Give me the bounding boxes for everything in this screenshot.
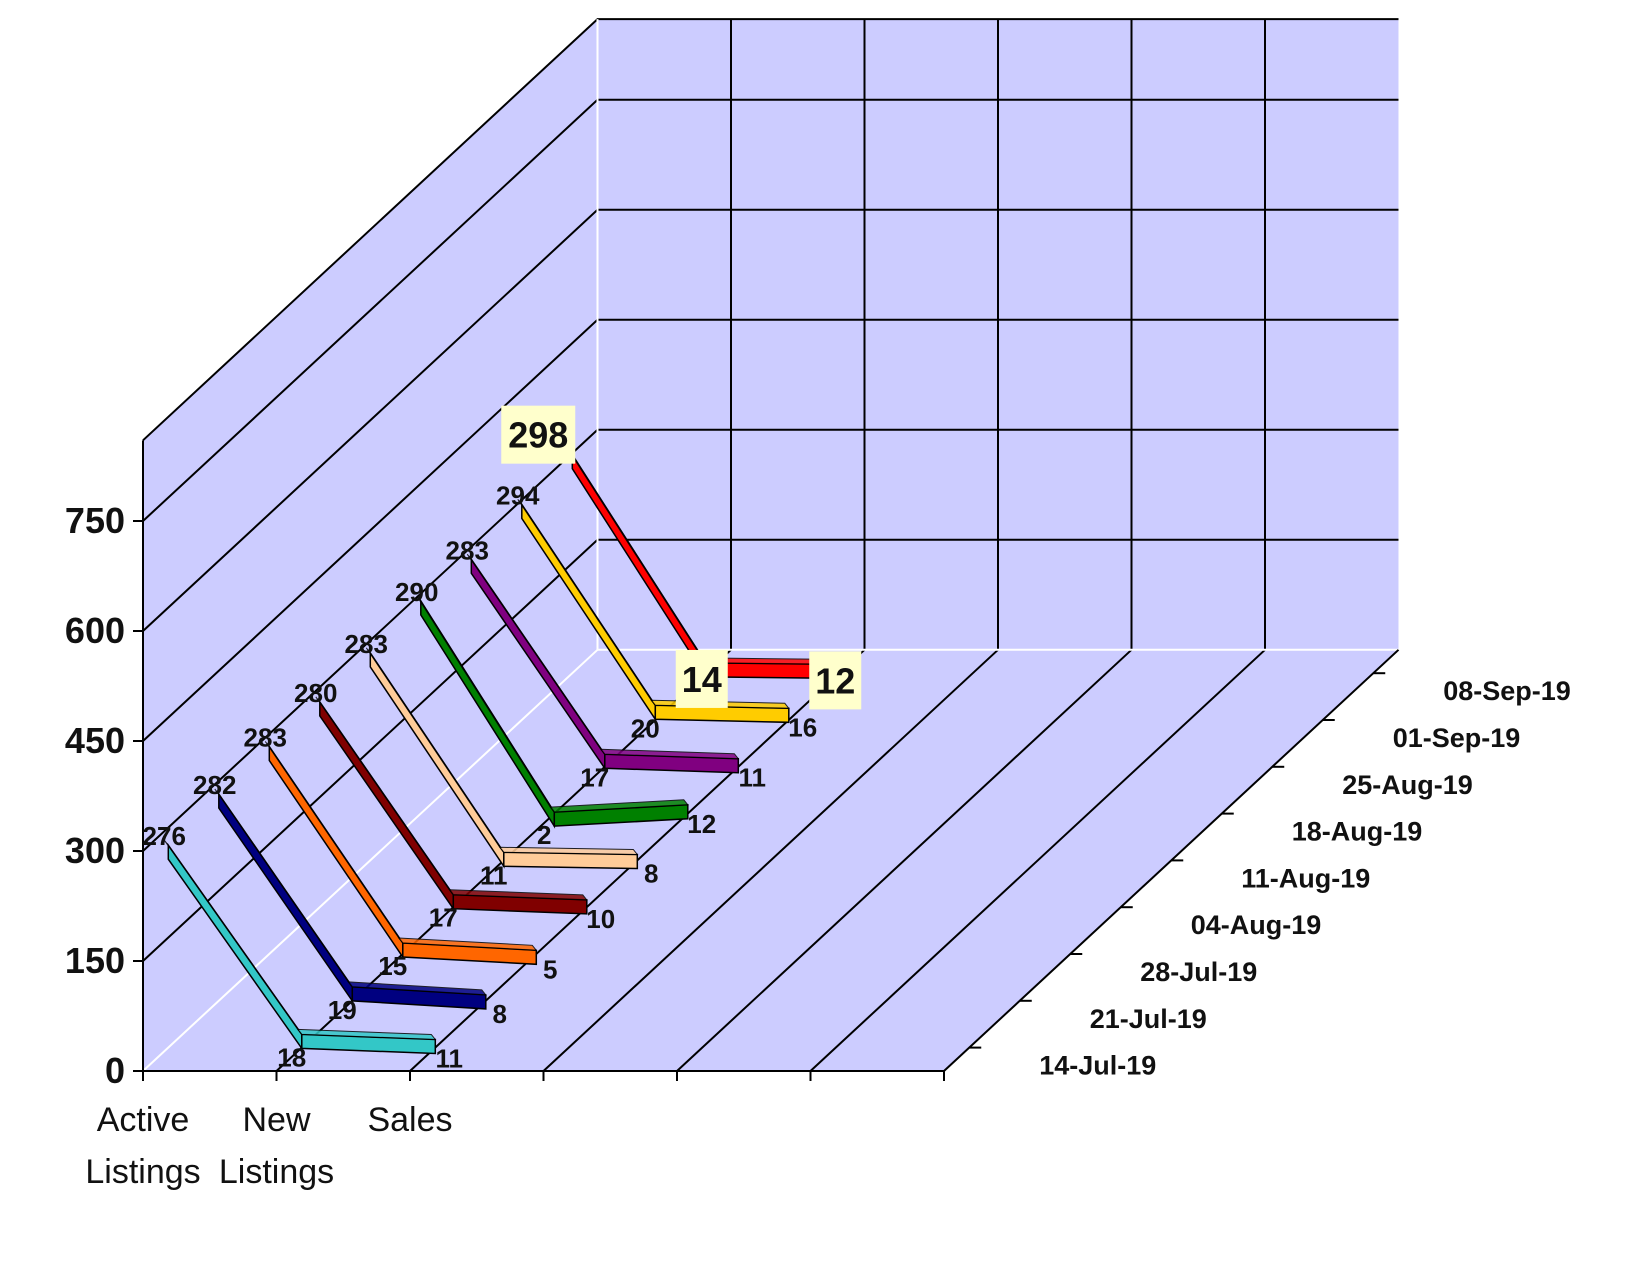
y-tick-label: 300 [65, 830, 125, 871]
data-label: 19 [328, 995, 357, 1025]
data-label: 280 [294, 678, 337, 708]
category-label: Listings [219, 1153, 334, 1191]
data-label: 10 [586, 904, 615, 934]
data-label: 20 [631, 713, 660, 743]
data-label-box [675, 649, 728, 708]
series-ribbon [315, 696, 588, 915]
data-label: 283 [446, 535, 489, 565]
series-segment-top [498, 846, 639, 856]
series-date-label: 11-Aug-19 [1241, 863, 1370, 893]
chart-axes [133, 440, 1400, 1081]
series-date-label: 08-Sep-19 [1443, 676, 1571, 706]
category-label: Listings [85, 1153, 200, 1191]
category-label: Active [97, 1101, 190, 1139]
data-label: 12 [815, 660, 855, 701]
data-label: 2 [537, 820, 551, 850]
chart-series [163, 449, 841, 1055]
y-tick-label: 750 [65, 500, 125, 541]
y-tick-label: 0 [105, 1050, 125, 1091]
series-ribbon [466, 553, 740, 774]
series-date-label: 18-Aug-19 [1292, 817, 1423, 847]
data-label: 283 [345, 629, 388, 659]
series-ribbon [214, 788, 487, 1010]
y-tick-label: 150 [65, 940, 125, 981]
data-label: 5 [543, 954, 557, 984]
series-date-label: 28-Jul-19 [1140, 957, 1257, 987]
wall-edge [142, 649, 599, 1072]
data-label-box [501, 405, 576, 464]
series-date-label: 25-Aug-19 [1342, 770, 1473, 800]
y-tick-label: 600 [65, 610, 125, 651]
series-ribbon [567, 449, 841, 680]
left-wall [143, 19, 598, 1072]
data-label: 298 [508, 415, 568, 456]
category-label: Sales [367, 1101, 452, 1139]
series-segment-top [296, 1028, 437, 1041]
data-label: 283 [244, 722, 287, 752]
data-label: 276 [143, 821, 186, 851]
data-label: 16 [788, 712, 817, 742]
series-segment-top [549, 799, 689, 813]
data-label: 8 [493, 999, 507, 1029]
data-label: 282 [193, 770, 236, 800]
series-segment [503, 851, 639, 870]
series-date-label: 01-Sep-19 [1393, 723, 1521, 753]
data-label: 18 [277, 1042, 306, 1072]
data-label: 8 [644, 859, 658, 889]
series-date-label: 14-Jul-19 [1039, 1051, 1156, 1081]
series-segment-top [448, 889, 588, 901]
gridline-floor [809, 649, 1266, 1072]
data-label: 17 [429, 903, 458, 933]
series-date-label: 04-Aug-19 [1191, 910, 1322, 940]
data-label: 15 [378, 951, 407, 981]
category-label: New [242, 1101, 310, 1139]
chart-gridlines [142, 18, 1399, 1072]
data-label: 11 [480, 860, 508, 890]
series-segment-top [599, 748, 740, 760]
data-label: 294 [496, 480, 540, 510]
chart-labels: 0 150 300 450 600 750 Active Listings New Listing… [65, 405, 1571, 1191]
gridline-floor [676, 649, 1133, 1072]
y-tick-label: 450 [65, 720, 125, 761]
series-ribbon [163, 839, 437, 1055]
gridline-value [142, 18, 1399, 442]
data-label-box [809, 651, 862, 710]
gridline-floor [542, 649, 999, 1072]
data-label: 11 [739, 763, 767, 793]
series-ribbon [264, 741, 538, 966]
series-date-label: 21-Jul-19 [1090, 1004, 1207, 1034]
data-label: 11 [436, 1044, 464, 1074]
data-label: 12 [687, 809, 716, 839]
series-segment-top [347, 981, 487, 996]
series-segment-top [397, 937, 538, 951]
series-ribbon [416, 595, 689, 829]
series-ribbon [365, 647, 639, 870]
data-label: 14 [682, 659, 722, 700]
data-label: 17 [580, 762, 609, 792]
data-label: 290 [395, 577, 438, 607]
